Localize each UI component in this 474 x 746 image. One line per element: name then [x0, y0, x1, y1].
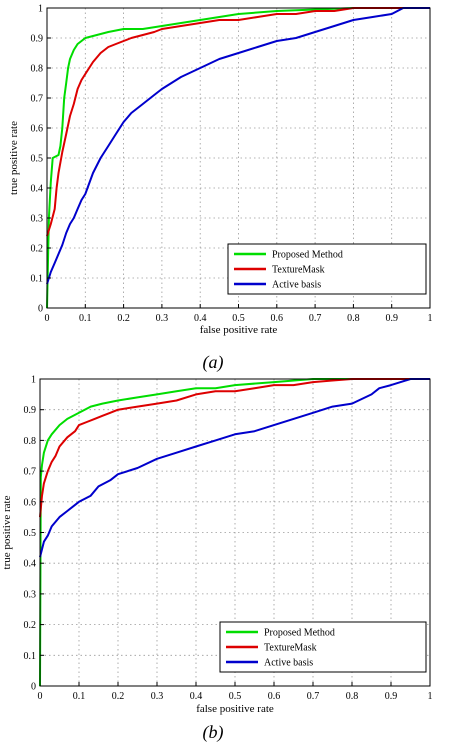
legend-entry: Active basis [264, 658, 313, 669]
y-tick-label: 1 [38, 4, 43, 15]
legend-entry: Proposed Method [264, 628, 335, 639]
x-tick-label: 0.2 [117, 313, 130, 324]
x-tick-label: 1 [428, 691, 433, 702]
x-tick-label: 0.9 [385, 691, 398, 702]
x-tick-label: 0.5 [229, 691, 242, 702]
x-tick-label: 0.2 [112, 691, 125, 702]
figure-caption: (b) [203, 722, 224, 743]
y-tick-label: 0.9 [31, 34, 44, 45]
series-line-active-basis [46, 7, 430, 285]
legend-entry: Proposed Method [272, 250, 343, 261]
y-tick-label: 0.7 [24, 467, 37, 478]
y-tick-label: 0.1 [31, 274, 44, 285]
x-axis-label: false positive rate [196, 703, 274, 715]
x-tick-label: 0.1 [79, 313, 92, 324]
series-line-proposed-method [46, 7, 430, 309]
x-tick-label: 0.6 [268, 691, 281, 702]
x-tick-label: 0.8 [346, 691, 359, 702]
series-line-texturemask [46, 7, 430, 237]
grid [47, 8, 430, 308]
chart-b: 0 0.1 0.2 0.3 0.4 0.5 0.6 0.7 0.8 0.9 1 0 0.1 0.2 0.3 0… [1, 375, 433, 744]
y-tick-label: 0.2 [31, 244, 44, 255]
series-line-active-basis [39, 378, 430, 558]
y-tick-label: 0.4 [31, 184, 44, 195]
legend: Proposed Method TextureMask Active basis [227, 243, 427, 295]
x-tick-label: 0.7 [307, 691, 320, 702]
legend-entry: Active basis [272, 280, 321, 291]
y-tick-label: 0.6 [24, 497, 37, 508]
x-axis-label: false positive rate [200, 324, 278, 336]
chart-a: 0 0.1 0.2 0.3 0.4 0.5 0.6 0.7 0.8 0.9 1 0 0.1 0.2 0.3 0… [8, 4, 433, 374]
y-tick-label: 0.4 [24, 559, 37, 570]
x-tick-label: 0.3 [151, 691, 164, 702]
y-tick-label: 0 [31, 682, 36, 693]
y-tick-label: 0.1 [24, 651, 37, 662]
series-line-proposed-method [39, 378, 430, 687]
y-tick-label: 0.8 [31, 64, 44, 75]
x-tick-label: 0 [38, 691, 43, 702]
legend-entry: TextureMask [264, 643, 317, 654]
y-tick-label: 0.6 [31, 124, 44, 135]
y-tick-label: 0.8 [24, 436, 37, 447]
y-tick-label: 0.2 [24, 620, 37, 631]
figure-caption: (a) [203, 352, 224, 373]
x-tick-label: 0.6 [271, 313, 284, 324]
y-tick-label: 0.3 [31, 214, 44, 225]
x-tick-label: 0.8 [347, 313, 360, 324]
legend-entry: TextureMask [272, 265, 325, 276]
y-axis-label: true positive rate [8, 121, 20, 195]
y-tick-label: 0.7 [31, 94, 44, 105]
x-tick-label: 1 [428, 313, 433, 324]
legend-box [227, 243, 427, 295]
y-tick-label: 1 [31, 375, 36, 386]
x-tick-label: 0.5 [232, 313, 245, 324]
x-tick-label: 0.1 [73, 691, 86, 702]
y-tick-label: 0 [38, 304, 43, 315]
y-tick-label: 0.3 [24, 589, 37, 600]
x-tick-label: 0.4 [190, 691, 203, 702]
x-tick-label: 0.7 [309, 313, 322, 324]
x-tick-label: 0 [45, 313, 50, 324]
y-tick-label: 0.9 [24, 405, 37, 416]
legend: Proposed Method TextureMask Active basis [219, 621, 427, 673]
x-tick-label: 0.9 [385, 313, 398, 324]
y-tick-label: 0.5 [31, 154, 44, 165]
y-axis-label: true positive rate [1, 495, 13, 569]
x-tick-label: 0.4 [194, 313, 207, 324]
y-tick-label: 0.5 [24, 528, 37, 539]
x-tick-label: 0.3 [156, 313, 169, 324]
series-line-texturemask [39, 378, 430, 518]
